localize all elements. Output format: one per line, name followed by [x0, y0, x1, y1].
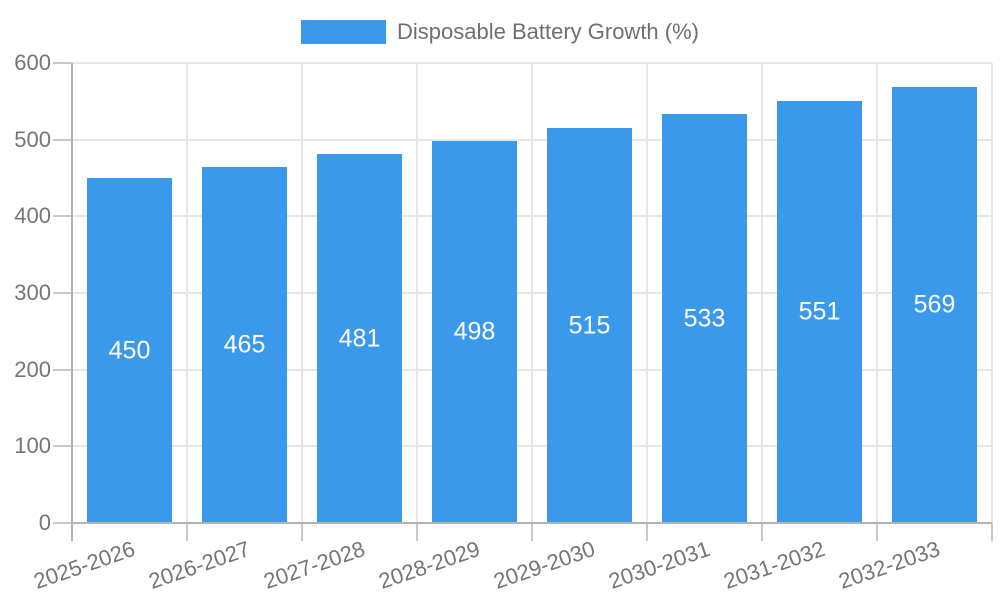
- gridline-vertical: [876, 63, 878, 523]
- bar-value-label: 450: [108, 336, 151, 364]
- x-axis-tick: [646, 523, 648, 541]
- x-axis-tick: [301, 523, 303, 541]
- bar-value-label: 533: [683, 304, 726, 333]
- bar: 551: [777, 100, 862, 523]
- y-axis-line: [71, 63, 73, 541]
- y-tick-label: 600: [14, 50, 51, 75]
- x-tick-label: 2031-2032: [720, 536, 828, 594]
- bar: 465: [202, 166, 287, 523]
- bar: 481: [317, 154, 402, 523]
- bar-value-label: 515: [568, 311, 611, 340]
- x-tick-label: 2027-2028: [260, 536, 368, 594]
- bar: 569: [892, 86, 977, 523]
- x-tick-label: 2028-2029: [375, 536, 483, 594]
- legend[interactable]: Disposable Battery Growth (%): [0, 14, 1000, 50]
- legend-label[interactable]: Disposable Battery Growth (%): [397, 19, 699, 44]
- y-tick-label: 300: [14, 280, 51, 305]
- y-tick-label: 400: [14, 203, 51, 229]
- gridline-vertical: [646, 63, 648, 523]
- y-tick-label: 200: [14, 356, 51, 382]
- x-tick-label: 2026-2027: [145, 536, 253, 594]
- bar-value-label: 569: [913, 290, 956, 319]
- x-axis-tick: [876, 523, 878, 541]
- x-tick-label: 2032-2033: [835, 536, 943, 594]
- y-axis-tick: [53, 445, 72, 448]
- y-axis-tick: [53, 138, 72, 141]
- y-axis-tick: [53, 292, 72, 294]
- bar-value-label: 551: [798, 297, 841, 326]
- y-tick-label: 100: [14, 433, 51, 459]
- gridline-vertical: [186, 63, 188, 523]
- bar: 450: [87, 178, 172, 523]
- legend-swatch[interactable]: [301, 20, 386, 44]
- y-axis-tick: [53, 522, 72, 524]
- bar: 533: [662, 114, 747, 523]
- x-axis-tick: [761, 523, 763, 541]
- y-axis-tick: [53, 368, 72, 371]
- x-axis-tick: [531, 523, 533, 541]
- gridline-vertical: [531, 63, 533, 523]
- bar: 515: [547, 128, 632, 523]
- bar-value-label: 498: [453, 317, 496, 346]
- x-tick-label: 2025-2026: [30, 536, 138, 594]
- y-axis-tick: [53, 215, 72, 218]
- bar-value-label: 481: [338, 324, 381, 353]
- bar: 498: [432, 141, 517, 523]
- x-tick-label: 2029-2030: [490, 536, 598, 594]
- y-tick-label: 500: [14, 126, 51, 152]
- gridline-vertical: [761, 63, 763, 523]
- x-axis-line: [72, 522, 992, 524]
- y-tick-label: 0: [38, 510, 51, 535]
- x-axis-tick: [186, 523, 188, 541]
- bar-value-label: 465: [223, 330, 266, 359]
- x-axis-tick: [416, 523, 418, 541]
- x-tick-label: 2030-2031: [605, 536, 713, 594]
- gridline-vertical: [991, 63, 993, 523]
- y-axis-tick: [53, 62, 72, 64]
- gridline-vertical: [416, 63, 418, 523]
- x-axis-tick: [991, 523, 993, 541]
- gridline-vertical: [301, 63, 303, 523]
